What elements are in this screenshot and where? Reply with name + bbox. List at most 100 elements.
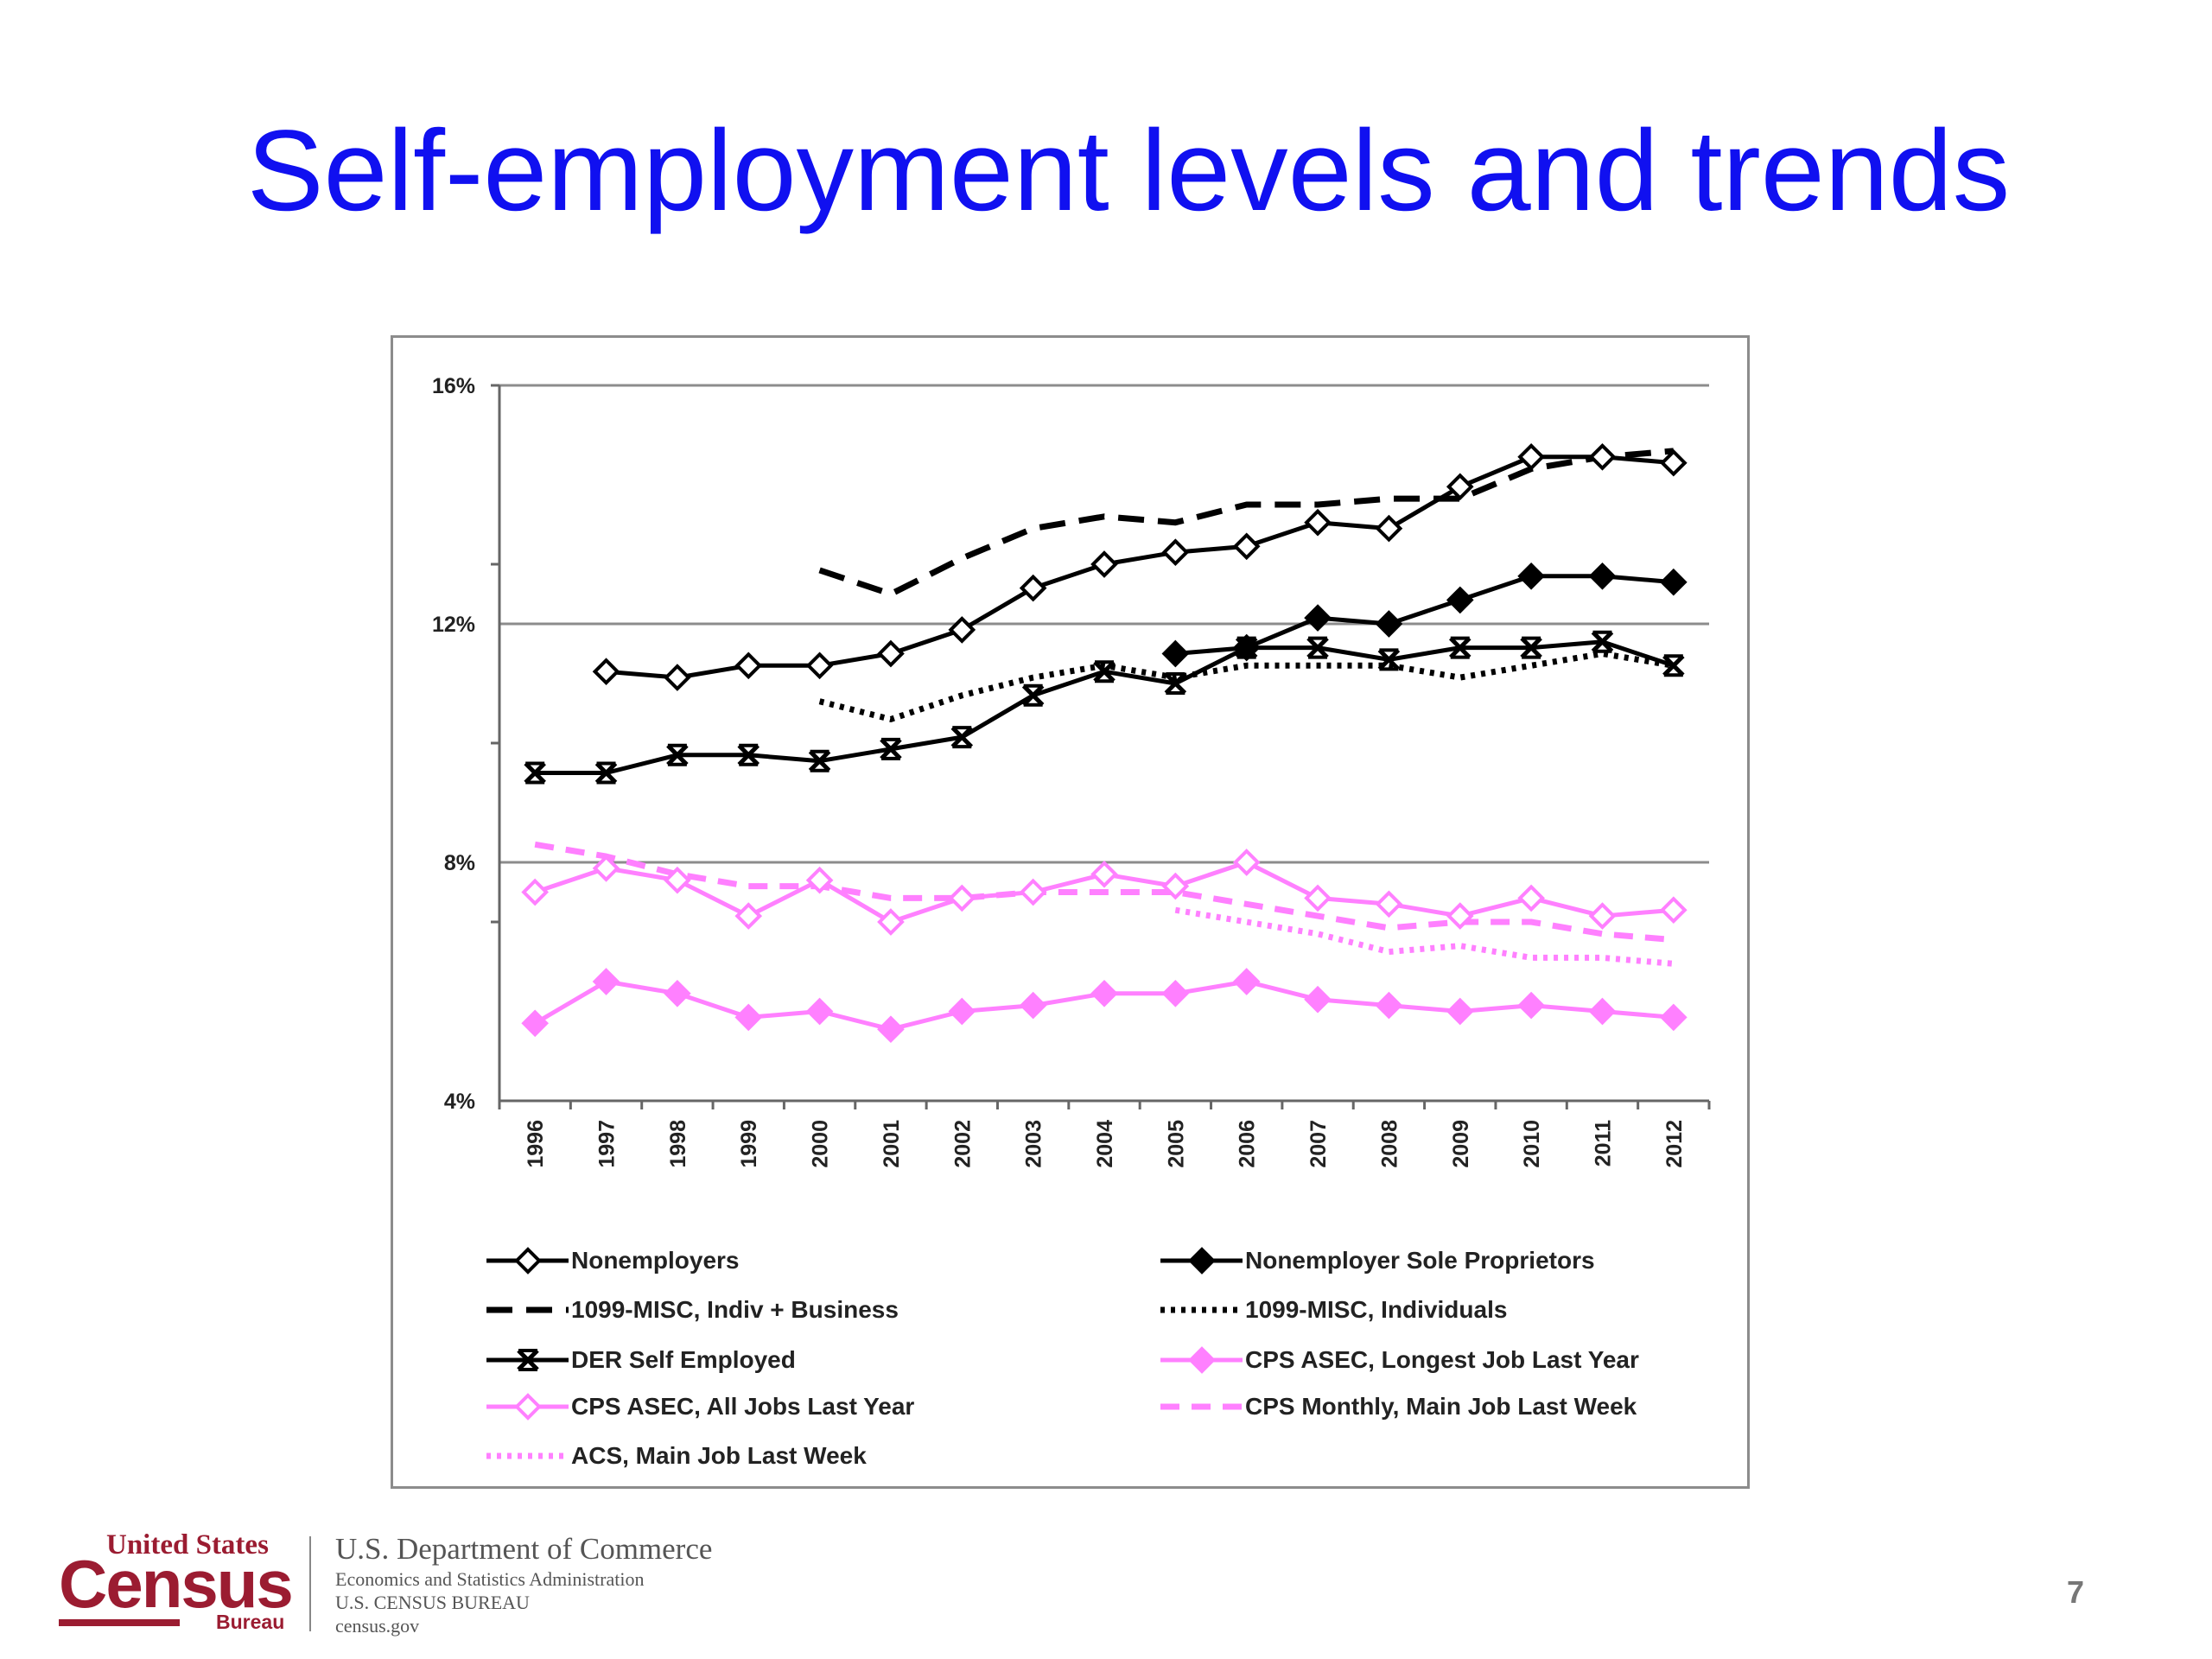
data-point [1161,538,1190,567]
series-cps-asec-longest-job-last-year [521,968,1688,1044]
census-bureau-logo: United States Census Bureau [59,1529,318,1633]
data-point [734,1003,763,1032]
legend-label: CPS ASEC, Longest Job Last Year [1245,1346,1639,1373]
marker-stroke [1520,636,1542,659]
data-point [1659,896,1688,925]
logo-underline [59,1619,180,1626]
data-point [950,726,974,749]
x-tick-label: 1996 [524,1120,548,1168]
data-point [1659,568,1688,596]
data-point [1591,630,1614,653]
legend-label: DER Self Employed [571,1346,796,1373]
series-cps-asec-all-jobs-last-year [521,849,1688,936]
logo-bureau-text: Bureau [216,1611,285,1633]
data-point [1446,997,1474,1026]
series-nonemployers [592,442,1688,691]
data-point [948,997,976,1026]
x-tick-label: 1999 [737,1120,761,1168]
data-point [948,616,976,644]
data-point [877,1015,905,1044]
marker-stroke [1591,630,1614,653]
series-acs-main-job-last-week [1174,906,1675,967]
dept-website: census.gov [335,1615,420,1637]
legend-label: 1099-MISC, Individuals [1245,1296,1507,1323]
data-point [1021,683,1045,707]
data-point [734,902,763,930]
data-point [1304,884,1332,912]
y-tick-label: 12% [432,613,475,637]
data-point [805,997,834,1026]
legend-item: CPS ASEC, Longest Job Last Year [1160,1346,1639,1374]
data-point [805,652,834,680]
chart-frame: 4% 8% 12% 16% 1996 1997 1998 1999 2000 2001 2002 20… [391,335,1750,1489]
y-tick-label: 8% [444,851,475,875]
data-point [666,743,689,766]
series-1099-misc-individuals [818,651,1675,722]
marker-stroke [880,738,902,760]
logo-main-text: Census [59,1546,294,1622]
y-tick-label: 4% [444,1090,475,1114]
dept-bureau: U.S. CENSUS BUREAU [335,1592,530,1613]
series-der-self-employed [524,630,1685,785]
marker-stroke [1021,684,1045,707]
legend-label: 1099-MISC, Indiv + Business [571,1296,899,1323]
data-point [524,761,546,785]
data-point [1019,574,1047,602]
data-point [1161,872,1190,900]
x-tick-label: 2007 [1306,1120,1331,1168]
y-tick-label: 16% [432,374,475,398]
data-point [1517,991,1545,1020]
marker-stroke [1448,636,1471,659]
data-point [1304,985,1332,1014]
data-point [1588,562,1617,590]
data-point [594,761,618,785]
series-1099-misc-indiv-business [818,448,1675,597]
legend-item: Nonemployers [486,1247,740,1274]
marker-stroke [666,744,689,766]
x-tick-label: 1997 [595,1120,620,1168]
data-point [1164,672,1187,695]
legend-marker [1188,1247,1216,1274]
series-line [606,454,1675,680]
legend-item: ACS, Main Job Last Week [486,1442,867,1469]
legend-marker [514,1393,542,1421]
x-tick-label: 2002 [950,1120,975,1168]
marker-stroke [950,726,974,748]
data-point [1659,448,1688,477]
legend-label: Nonemployers [571,1247,740,1274]
legend-label: ACS, Main Job Last Week [571,1442,867,1469]
data-point [805,866,834,894]
x-tick-label: 2004 [1093,1120,1117,1168]
data-point [1517,562,1545,590]
data-point [1232,532,1261,561]
marker-stroke [594,761,618,785]
data-point [1093,660,1116,683]
data-point [592,658,620,686]
data-point [1377,648,1401,671]
x-tick-label: 2006 [1236,1120,1260,1168]
series-line [534,841,1675,944]
data-point [521,1009,550,1038]
data-point [1517,884,1545,912]
legend-item: CPS ASEC, All Jobs Last Year [486,1393,914,1421]
data-point [1161,639,1190,668]
data-point [1446,902,1474,930]
data-point [1232,849,1261,876]
data-point [737,743,760,766]
dept-admin: Economics and Statistics Administration [335,1568,645,1590]
series-cps-monthly-main-job-last-week [534,841,1675,944]
data-point [592,855,620,882]
data-point [1520,636,1542,659]
legend-marker [514,1247,542,1274]
legend-item: DER Self Employed [486,1346,796,1373]
marker-stroke [1662,654,1685,677]
x-tick-label: 2000 [809,1120,833,1168]
legend-label: CPS ASEC, All Jobs Last Year [571,1393,914,1420]
legend-label: CPS Monthly, Main Job Last Week [1245,1393,1637,1420]
page-number: 7 [2067,1574,2085,1610]
data-point [1232,633,1261,662]
data-point [1304,604,1332,632]
legend-item: 1099-MISC, Indiv + Business [486,1296,899,1323]
data-point [1517,442,1545,471]
x-tick-label: 1998 [666,1120,690,1168]
